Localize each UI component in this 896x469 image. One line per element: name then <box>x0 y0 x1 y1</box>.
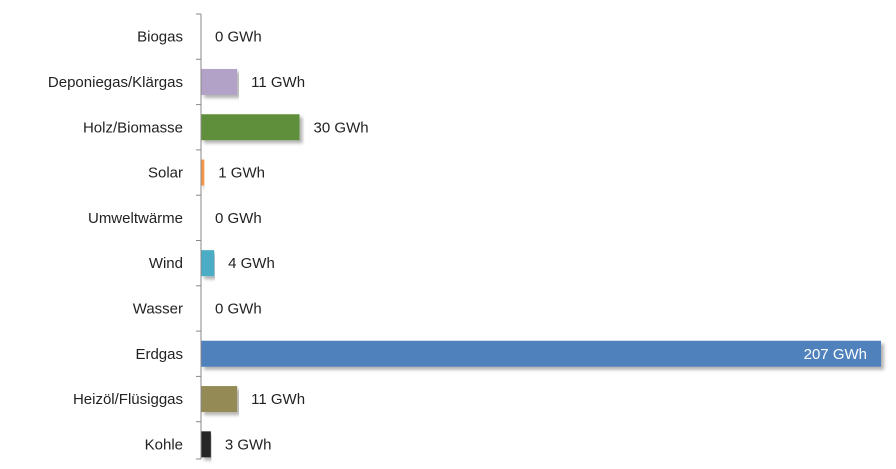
category-label-solar: Solar <box>148 165 183 182</box>
bar-deponiegas-klaergas <box>201 68 238 95</box>
value-labels: 0 GWh 11 GWh 30 GWh 1 GWh 0 GWh 4 GWh 0 GWh 207… <box>215 29 867 454</box>
value-label-solar: 1 GWh <box>218 165 265 182</box>
value-label-wasser: 0 GWh <box>215 300 262 317</box>
category-axis <box>196 13 202 460</box>
value-label-umweltwaerme: 0 GWh <box>215 210 262 227</box>
bar-kohle <box>201 431 211 458</box>
value-label-heizoel-fluesiggas: 11 GWh <box>251 391 305 408</box>
category-label-wasser: Wasser <box>133 300 183 317</box>
bar-heizoel-fluesiggas <box>201 386 238 413</box>
category-label-umweltwaerme: Umweltwärme <box>88 210 183 227</box>
category-label-wind: Wind <box>149 255 183 272</box>
category-label-biogas: Biogas <box>137 29 183 46</box>
bars-layer <box>201 68 881 458</box>
category-labels: Biogas Deponiegas/Klärgas Holz/Biomasse Sol… <box>48 29 183 454</box>
value-label-kohle: 3 GWh <box>225 436 272 453</box>
category-label-deponiegas-klaergas: Deponiegas/Klärgas <box>48 74 183 91</box>
value-label-biogas: 0 GWh <box>215 29 262 46</box>
category-label-erdgas: Erdgas <box>135 346 183 363</box>
category-label-kohle: Kohle <box>145 436 183 453</box>
value-label-holz-biomasse: 30 GWh <box>314 119 369 136</box>
value-label-erdgas: 207 GWh <box>804 346 867 363</box>
bar-erdgas <box>201 340 881 367</box>
category-label-heizoel-fluesiggas: Heizöl/Flüsiggas <box>73 391 183 408</box>
bar-solar <box>201 159 205 186</box>
bar-wind <box>201 250 215 277</box>
value-label-deponiegas-klaergas: 11 GWh <box>251 74 305 91</box>
category-label-holz-biomasse: Holz/Biomasse <box>83 119 183 136</box>
bar-holz-biomasse <box>201 114 300 141</box>
value-label-wind: 4 GWh <box>228 255 275 272</box>
